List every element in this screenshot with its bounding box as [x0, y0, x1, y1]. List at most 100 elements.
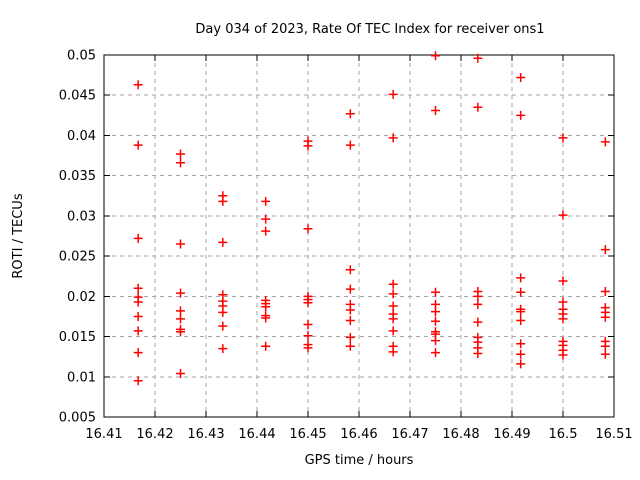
data-point-marker	[516, 339, 526, 349]
grid-layer	[104, 55, 614, 417]
x-tick-label: 16.48	[442, 427, 479, 442]
x-tick-label: 16.43	[187, 427, 224, 442]
data-point-marker	[133, 297, 143, 307]
data-point-marker	[388, 289, 398, 299]
data-point-marker	[176, 314, 185, 324]
data-point-marker	[261, 196, 271, 206]
data-point-marker	[516, 349, 526, 359]
data-point-marker	[516, 315, 526, 325]
data-point-marker	[473, 348, 483, 358]
data-point-marker	[388, 301, 398, 311]
data-point-marker	[176, 158, 185, 168]
data-point-marker	[600, 245, 610, 255]
data-point-marker	[303, 141, 313, 151]
x-tick-label: 16.45	[289, 427, 326, 442]
data-point-marker	[600, 137, 610, 147]
chart-title: Day 034 of 2023, Rate Of TEC Index for r…	[195, 22, 544, 37]
data-point-marker	[133, 140, 143, 150]
data-point-marker	[261, 341, 271, 351]
data-point-marker	[133, 311, 143, 321]
data-point-marker	[558, 314, 568, 324]
y-axis-label: ROTI / TECUs	[11, 193, 26, 278]
data-point-marker	[388, 89, 398, 99]
data-point-marker	[345, 109, 355, 119]
data-point-marker	[345, 332, 355, 342]
data-point-marker	[303, 331, 313, 341]
x-axis-label: GPS time / hours	[305, 453, 414, 468]
data-point-marker	[600, 312, 610, 322]
data-point-marker	[261, 302, 271, 312]
data-point-marker	[218, 307, 228, 317]
y-tick-label: 0.035	[59, 169, 96, 184]
data-point-marker	[345, 341, 355, 351]
data-point-marker	[516, 273, 526, 283]
data-point-marker	[473, 102, 483, 112]
data-point-marker	[345, 265, 355, 275]
data-point-marker	[516, 359, 526, 369]
y-tick-label: 0.045	[59, 89, 96, 104]
data-point-marker	[431, 51, 440, 61]
data-point-marker	[388, 133, 398, 143]
data-point-marker	[345, 315, 355, 325]
data-point-marker	[516, 110, 526, 120]
data-point-marker	[303, 298, 313, 308]
data-point-marker	[600, 341, 610, 351]
data-point-marker	[388, 326, 398, 336]
x-tick-label: 16.51	[595, 427, 632, 442]
y-tick-label: 0.005	[59, 411, 96, 426]
data-point-marker	[600, 349, 610, 359]
data-point-marker	[345, 284, 355, 294]
data-point-marker	[558, 350, 568, 360]
data-point-marker	[516, 287, 526, 297]
data-point-marker	[431, 316, 440, 326]
data-point-marker	[176, 288, 185, 298]
data-point-marker	[133, 80, 143, 90]
y-tick-label: 0.02	[67, 290, 96, 305]
data-point-marker	[600, 287, 610, 297]
data-point-marker	[388, 347, 398, 357]
x-tick-label: 16.44	[238, 427, 275, 442]
x-tick-label: 16.49	[493, 427, 530, 442]
x-tick-label: 16.41	[85, 427, 122, 442]
data-point-marker	[261, 313, 271, 323]
data-point-marker	[345, 305, 355, 315]
data-point-marker	[558, 276, 568, 286]
data-point-marker	[473, 317, 483, 327]
x-tick-label: 16.47	[391, 427, 428, 442]
data-point-marker	[473, 299, 483, 309]
data-point-marker	[176, 327, 185, 337]
data-point-marker	[431, 307, 440, 317]
x-tick-label: 16.46	[340, 427, 377, 442]
data-point-marker	[431, 348, 440, 358]
data-point-marker	[431, 106, 440, 116]
data-point-marker	[133, 376, 143, 386]
data-points-layer	[133, 51, 610, 386]
data-point-marker	[431, 336, 440, 346]
data-point-marker	[558, 133, 568, 143]
y-tick-label: 0.03	[67, 209, 96, 224]
x-tick-label: 16.42	[136, 427, 173, 442]
data-point-marker	[516, 73, 526, 83]
data-point-marker	[176, 239, 185, 249]
data-point-marker	[261, 214, 271, 224]
y-tick-label: 0.015	[59, 330, 96, 345]
data-point-marker	[176, 149, 185, 159]
data-point-marker	[473, 53, 483, 63]
data-point-marker	[133, 326, 143, 336]
data-point-marker	[516, 307, 526, 317]
axis-layer: 16.41 16.42 16.43 16.44 16.45 16.46 16.47 16.48…	[59, 49, 633, 443]
data-point-marker	[303, 343, 313, 353]
data-point-marker	[473, 291, 483, 301]
data-point-marker	[218, 344, 228, 354]
data-point-marker	[133, 233, 143, 243]
data-point-marker	[176, 306, 185, 316]
y-tick-label: 0.01	[67, 370, 96, 385]
data-point-marker	[218, 321, 228, 331]
data-point-marker	[303, 319, 313, 329]
data-point-marker	[133, 348, 143, 358]
data-point-marker	[261, 226, 271, 236]
data-point-marker	[388, 314, 398, 324]
x-tick-label: 16.5	[549, 427, 578, 442]
data-point-marker	[303, 224, 313, 234]
